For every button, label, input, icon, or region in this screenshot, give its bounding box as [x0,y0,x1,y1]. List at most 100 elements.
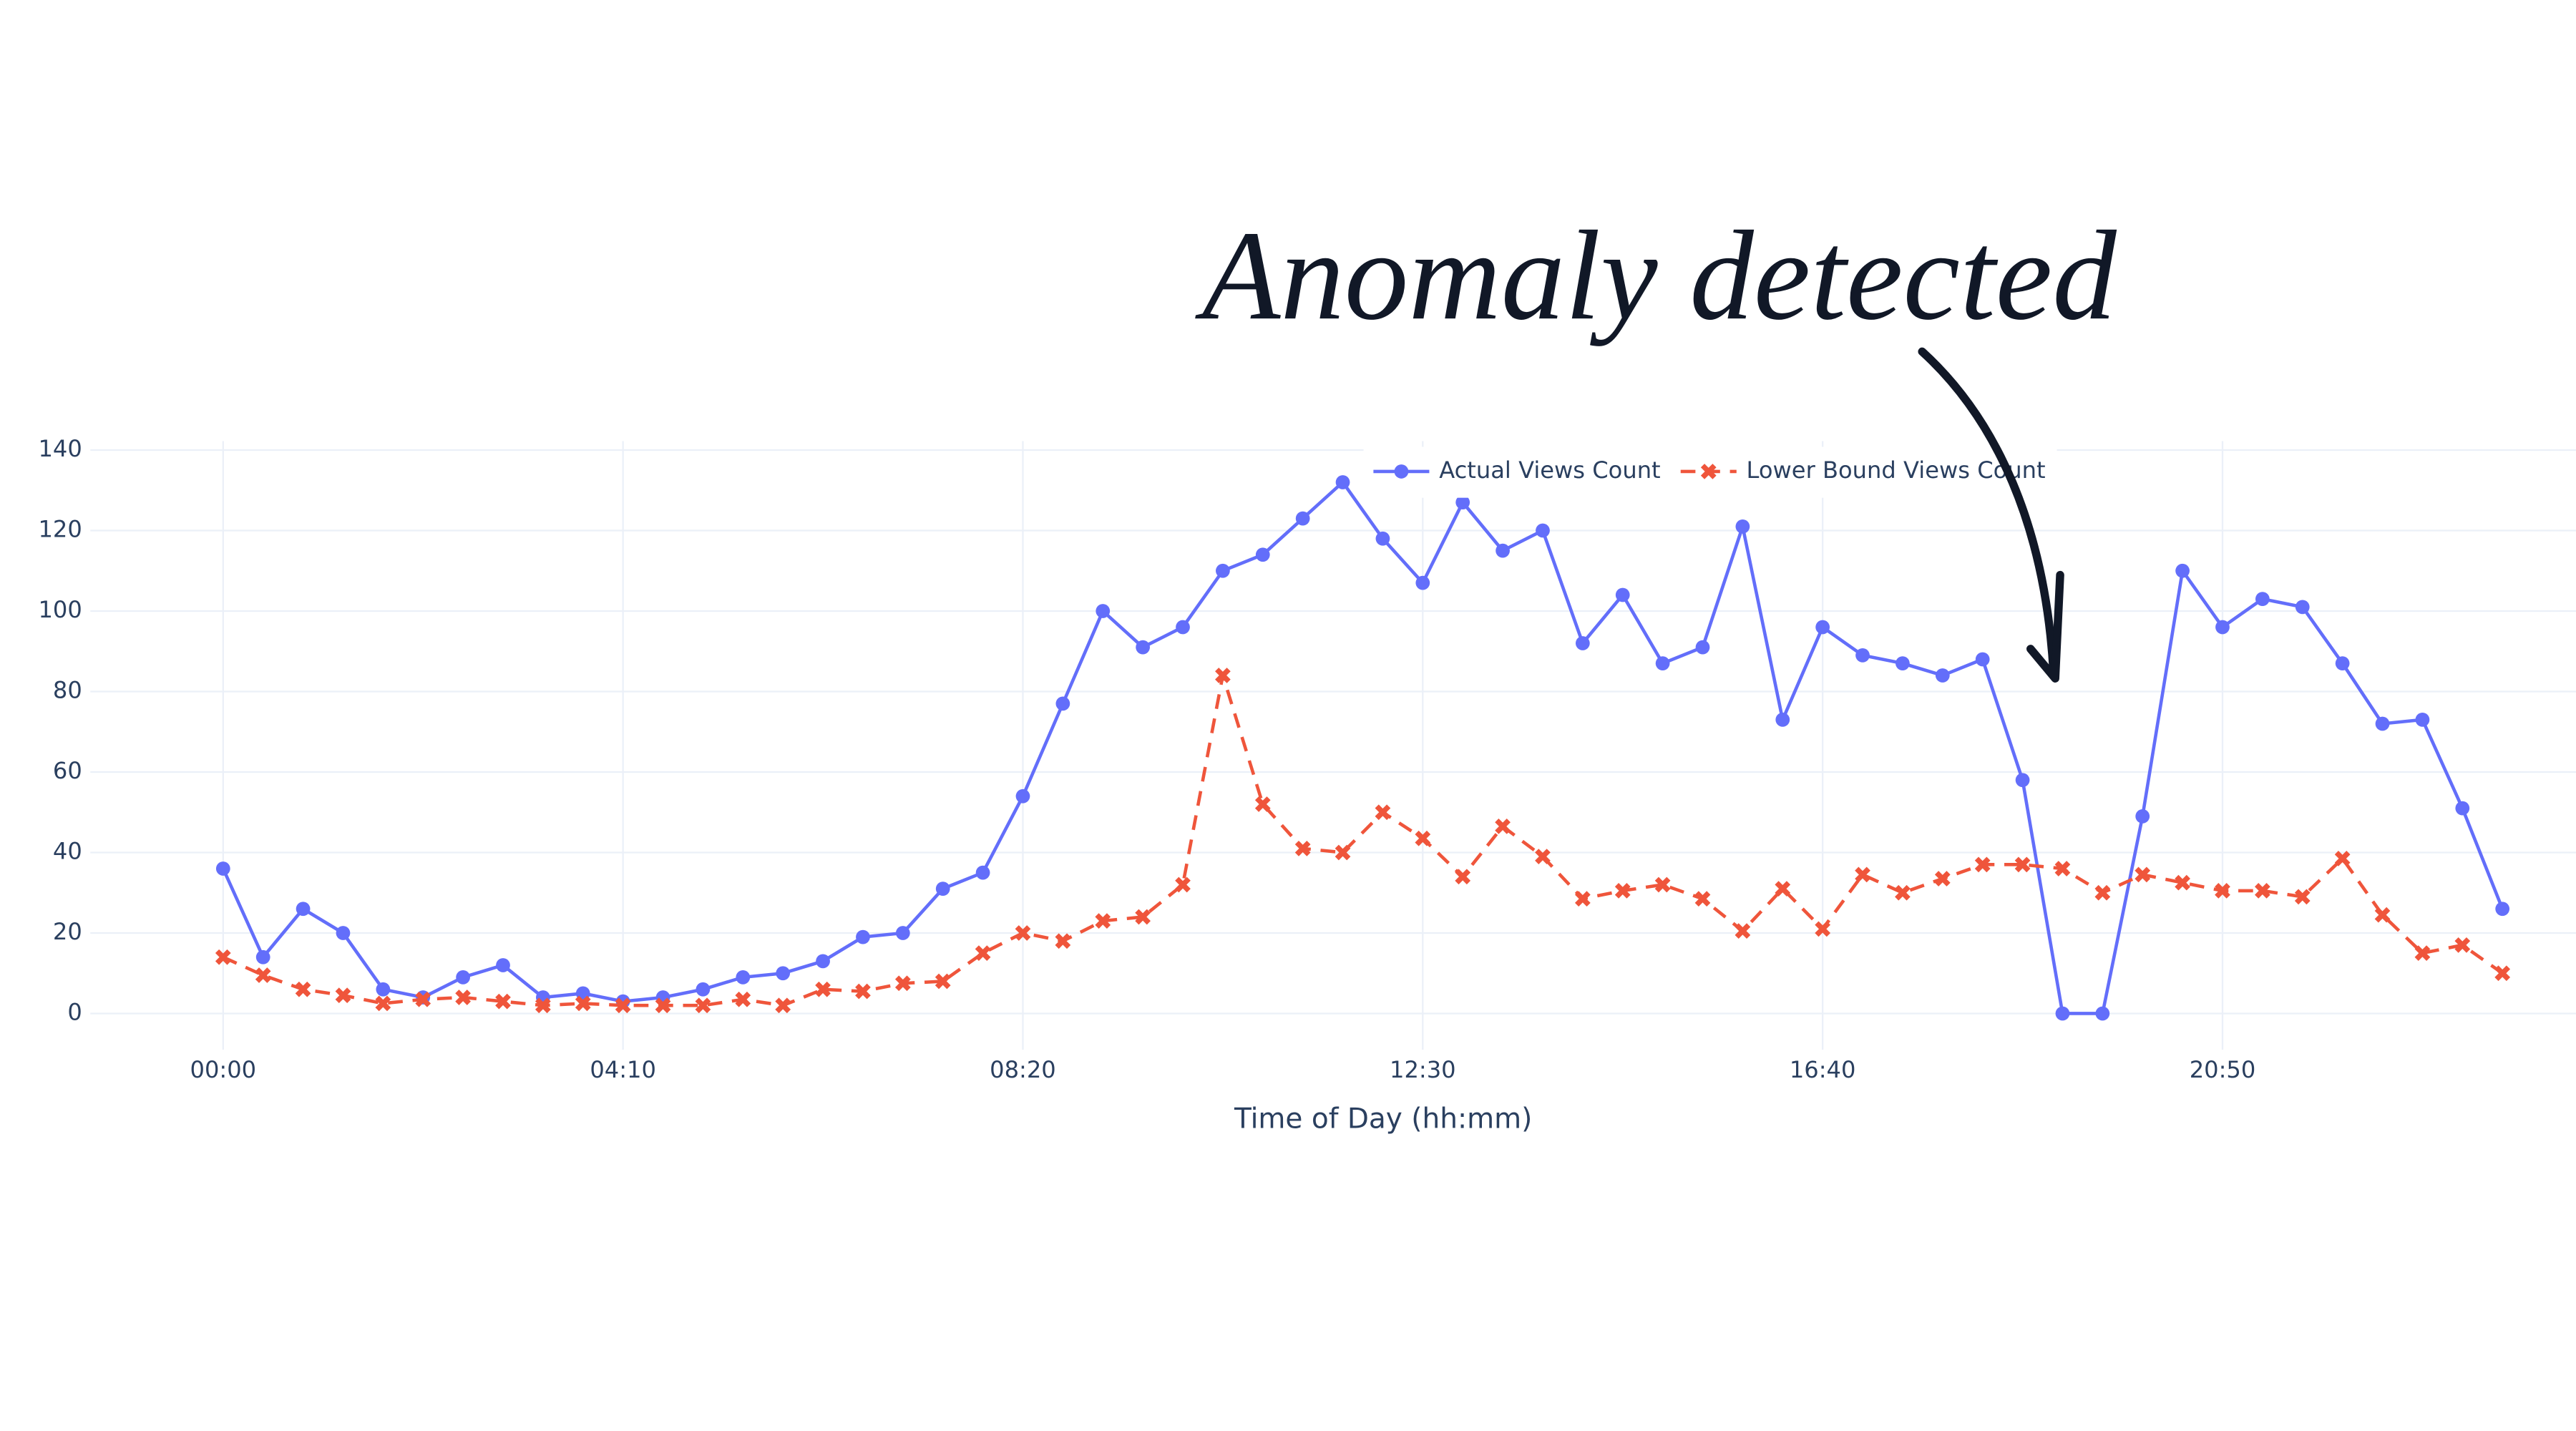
point-marker [1975,652,1990,667]
point-marker [2335,656,2350,670]
x-marker [1815,921,1831,937]
x-marker [1335,844,1351,861]
x-marker [1895,884,1911,901]
x-marker [1574,891,1591,907]
point-marker [895,926,910,940]
point-marker [2255,592,2270,606]
point-marker [1695,640,1710,655]
point-marker [2215,620,2230,635]
x-marker [975,945,991,961]
point-marker [1455,495,1470,509]
x-marker [215,949,231,965]
x-marker [2494,965,2511,982]
x-marker [2215,883,2230,899]
y-tick-label: 120 [38,515,82,542]
x-marker [855,983,871,1000]
point-marker [496,958,510,972]
x-marker [1415,830,1431,846]
x-marker [2454,937,2471,953]
point-marker [1896,656,1910,670]
point-marker [1255,547,1270,562]
point-marker [1935,668,1950,683]
point-marker [1815,620,1830,635]
point-marker [2095,1006,2110,1021]
x-marker [1855,866,1870,883]
x-marker [2334,851,2351,866]
point-marker [1176,620,1190,635]
point-marker [1015,788,1030,804]
point-marker [1136,640,1151,655]
x-marker [295,981,311,997]
point-marker [2135,809,2150,824]
y-tick-label: 100 [38,596,82,623]
x-marker [1694,891,1711,907]
x-marker [775,997,791,1014]
point-marker [2415,712,2430,727]
annotation-arrow [1918,347,2058,678]
point-marker [1375,531,1390,546]
point-marker [816,954,830,969]
point-marker [1575,636,1590,650]
legend: Actual Views Count Lower Bound Views Coun… [1373,456,2046,484]
x-marker [1614,883,1631,899]
annotation-arrowhead [2026,570,2064,683]
x-marker [1015,925,1031,941]
point-marker [336,926,351,940]
point-marker [1415,575,1430,590]
x-marker [1215,668,1231,683]
y-tick-label: 20 [53,918,82,945]
x-marker [2374,907,2391,923]
y-tick-label: 140 [38,435,82,462]
x-marker [1495,819,1511,834]
point-marker [296,902,311,917]
x-marker [2255,883,2270,899]
point-marker [1655,656,1670,670]
x-marker [1254,796,1271,812]
x-tick-label: 00:00 [190,1056,257,1083]
x-marker [335,987,351,1004]
point-marker [2455,801,2470,816]
point-marker [456,970,470,985]
x-marker [655,997,671,1014]
point-marker [1096,604,1111,618]
x-marker [1294,840,1311,856]
x-tick-label: 12:30 [1390,1056,1456,1083]
point-marker [856,929,870,944]
x-marker [935,973,951,990]
series-line [222,675,2504,1007]
point-marker [376,982,391,997]
x-marker [415,991,431,1007]
x-marker [894,975,911,992]
x-marker [1700,464,1717,479]
x-marker [1535,849,1551,864]
x-marker [1095,913,1111,929]
point-marker [215,861,230,876]
x-marker [375,995,391,1012]
point-marker [1335,475,1350,489]
x-marker [495,993,511,1010]
x-marker [1735,923,1751,939]
x-tick-label: 04:10 [590,1056,656,1083]
y-tick-label: 80 [53,676,82,703]
x-tick-label: 20:50 [2190,1056,2256,1083]
x-marker [575,995,591,1012]
point-marker [1295,511,1310,526]
point-marker [2295,600,2310,615]
point-marker [1615,587,1630,602]
x-marker [1055,933,1071,949]
point-marker [2495,902,2510,917]
legend-label: Lower Bound Views Count [1747,456,2046,484]
point-marker [1735,519,1750,534]
plot-area [215,475,2511,1021]
x-marker [1375,804,1391,821]
x-marker [1775,881,1791,897]
annotation-text: Anomaly detected [1195,204,2117,346]
x-marker [255,967,271,983]
x-marker [695,997,711,1014]
x-marker [615,997,631,1014]
point-marker [696,982,711,997]
point-marker [935,881,950,896]
point-marker [1536,523,1550,538]
